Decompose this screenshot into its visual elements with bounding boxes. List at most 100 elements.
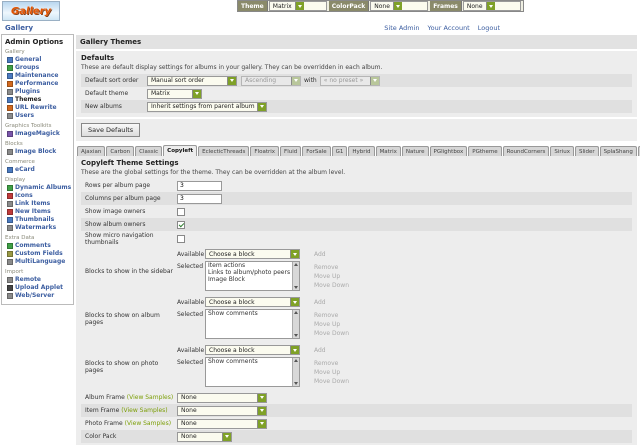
- show-micro-nav-checkbox[interactable]: [177, 235, 185, 243]
- sidebar-blocks-move-up-button[interactable]: Move Up: [314, 273, 341, 280]
- listbox-option[interactable]: Show comments: [208, 358, 258, 365]
- color-pack-select[interactable]: None: [177, 431, 232, 442]
- album-blocks-move-up-button[interactable]: Move Up: [314, 321, 341, 328]
- listbox-option[interactable]: Links to album/photo peers: [208, 269, 291, 276]
- sort-order-select[interactable]: Manual sort order: [147, 75, 237, 86]
- sidebar-blocks-move-down-button[interactable]: Move Down: [314, 282, 349, 289]
- new-albums-label: New albums: [85, 103, 122, 110]
- tab-fluid[interactable]: Fluid: [280, 146, 302, 156]
- sidebar-item-web-server[interactable]: Web/Server: [4, 292, 72, 300]
- sidebar-item-watermarks[interactable]: Watermarks: [4, 224, 72, 232]
- photo-frame-select[interactable]: None: [177, 418, 267, 429]
- your-account-link[interactable]: Your Account: [427, 23, 470, 32]
- sidebar-item-thumbnails[interactable]: Thumbnails: [4, 216, 72, 224]
- item-frame-view-samples-link[interactable]: (View Samples): [121, 407, 168, 414]
- sidebar-item-ecard[interactable]: eCard: [4, 166, 72, 174]
- sidebar-item-upload-applet[interactable]: Upload Applet: [4, 284, 72, 292]
- frames-switch-select[interactable]: None: [462, 1, 521, 11]
- tab-carbon[interactable]: Carbon: [106, 146, 135, 156]
- item-frame-select[interactable]: None: [177, 405, 267, 416]
- sidebar-item-image-block[interactable]: Image Block: [4, 148, 72, 156]
- sidebar-item-comments[interactable]: Comments: [4, 242, 72, 250]
- tab-copyleft[interactable]: Copyleft: [163, 145, 198, 156]
- tab-ajaxian[interactable]: Ajaxian: [77, 146, 106, 156]
- sidebar-item-multilanguage[interactable]: MultiLanguage: [4, 258, 72, 266]
- sidebar-item-performance[interactable]: Performance: [4, 80, 72, 88]
- default-theme-label: Default theme: [85, 90, 129, 97]
- save-defaults-bar: Save Defaults: [76, 119, 637, 141]
- sidebar-item-users[interactable]: Users: [4, 112, 72, 120]
- tab-pgtheme[interactable]: PGtheme: [468, 146, 502, 156]
- sidebar-blocks-remove-button[interactable]: Remove: [314, 264, 339, 271]
- tab-matrix[interactable]: Matrix: [375, 146, 401, 156]
- listbox-option[interactable]: Image Block: [208, 276, 245, 283]
- sidebar-blocks-add-button[interactable]: Add: [314, 251, 326, 258]
- album-blocks-remove-button[interactable]: Remove: [314, 312, 339, 319]
- sidebar-item-new-items[interactable]: New Items: [4, 208, 72, 216]
- photo-frame-view-samples-link[interactable]: (View Samples): [124, 420, 172, 427]
- new-albums-select[interactable]: Inherit settings from parent album: [147, 101, 267, 112]
- album-frame-view-samples-link[interactable]: (View Samples): [126, 394, 174, 401]
- default-theme-select[interactable]: Matrix: [147, 88, 202, 99]
- logout-link[interactable]: Logout: [477, 23, 500, 32]
- sidebar-item-groups[interactable]: Groups: [4, 64, 72, 72]
- sidebar-item-link-items[interactable]: Link Items: [4, 200, 72, 208]
- listbox-option[interactable]: Item actions: [208, 262, 246, 269]
- tab-nature[interactable]: Nature: [401, 146, 429, 156]
- tab-g1[interactable]: G1: [331, 146, 348, 156]
- album-blocks-selected-listbox[interactable]: Show comments: [205, 309, 300, 339]
- tab-classic[interactable]: Classic: [135, 146, 163, 156]
- columns-per-page-input[interactable]: [177, 193, 222, 204]
- tab-sun[interactable]: Sun: [637, 146, 640, 156]
- rows-per-page-input[interactable]: [177, 180, 222, 191]
- listbox-scrollbar[interactable]: [292, 262, 299, 290]
- sidebar-item-remote[interactable]: Remote: [4, 276, 72, 284]
- show-image-owners-checkbox[interactable]: [177, 207, 185, 216]
- album-frame-select[interactable]: None: [177, 392, 267, 403]
- photo-blocks-add-button[interactable]: Add: [314, 347, 326, 354]
- photo-blocks-selected-listbox[interactable]: Show comments: [205, 357, 300, 387]
- tab-slider[interactable]: Slider: [574, 146, 599, 156]
- album-blocks-available-select[interactable]: Choose a block: [205, 297, 300, 307]
- tab-forsale[interactable]: ForSale: [302, 146, 331, 156]
- sidebar-item-dynamic-albums[interactable]: Dynamic Albums: [4, 184, 72, 192]
- tab-hybrid[interactable]: Hybrid: [348, 146, 375, 156]
- sidebar-item-maintenance[interactable]: Maintenance: [4, 72, 72, 80]
- save-defaults-button[interactable]: Save Defaults: [81, 123, 141, 137]
- photo-blocks-move-up-button[interactable]: Move Up: [314, 369, 341, 376]
- tab-roundcorners[interactable]: RoundCorners: [502, 146, 550, 156]
- colorpack-switch-select[interactable]: None: [370, 1, 429, 11]
- listbox-scrollbar[interactable]: [292, 310, 299, 338]
- image-block-icon: [7, 148, 13, 155]
- sidebar-item-imagemagick[interactable]: ImageMagick: [4, 130, 72, 138]
- sidebar-item-themes[interactable]: Themes: [4, 96, 72, 104]
- photo-blocks-move-down-button[interactable]: Move Down: [314, 378, 349, 385]
- sidebar-item-plugins[interactable]: Plugins: [4, 88, 72, 96]
- tab-floatrix[interactable]: Floatrix: [250, 146, 280, 156]
- gallery-logo[interactable]: Gallery: [2, 1, 60, 21]
- tab-eclecticthreads[interactable]: EclecticThreads: [198, 146, 250, 156]
- theme-settings-heading: Copyleft Theme Settings: [81, 159, 179, 167]
- album-blocks-move-down-button[interactable]: Move Down: [314, 330, 349, 337]
- sidebar-item-url-rewrite[interactable]: URL Rewrite: [4, 104, 72, 112]
- sidebar-item-icons[interactable]: Icons: [4, 192, 72, 200]
- sidebar-item-general[interactable]: General: [4, 56, 72, 64]
- admin-options-box: Admin Options Gallery General Groups Mainte…: [1, 34, 74, 305]
- listbox-scrollbar[interactable]: [292, 358, 299, 386]
- available-label: Available: [177, 347, 205, 354]
- sidebar-blocks-available-select[interactable]: Choose a block: [205, 249, 300, 259]
- photo-blocks-available-select[interactable]: Choose a block: [205, 345, 300, 355]
- sidebar-blocks-selected-listbox[interactable]: Item actions Links to album/photo peers Im…: [205, 261, 300, 291]
- tab-siriux[interactable]: Siriux: [550, 146, 574, 156]
- tab-pglightbox[interactable]: PGlightbox: [429, 146, 468, 156]
- album-blocks-add-button[interactable]: Add: [314, 299, 326, 306]
- sidebar-item-custom-fields[interactable]: Custom Fields: [4, 250, 72, 258]
- listbox-option[interactable]: Show comments: [208, 310, 258, 317]
- sidebar-item-label: Web/Server: [15, 292, 55, 299]
- show-album-owners-checkbox[interactable]: [177, 220, 185, 229]
- tab-splashang[interactable]: SplaShang: [599, 146, 637, 156]
- site-admin-link[interactable]: Site Admin: [384, 23, 420, 32]
- photo-blocks-remove-button[interactable]: Remove: [314, 360, 339, 367]
- breadcrumb-gallery-link[interactable]: Gallery: [5, 23, 34, 32]
- theme-switch-select[interactable]: Matrix: [268, 1, 327, 11]
